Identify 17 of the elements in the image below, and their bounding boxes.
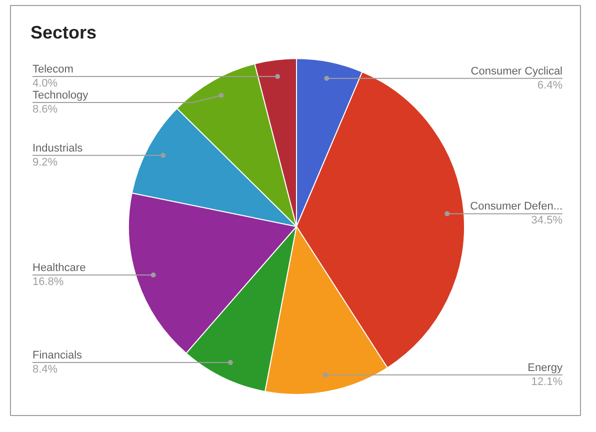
- data-label: 16.8%: [32, 276, 64, 288]
- data-label: 8.4%: [32, 363, 58, 376]
- data-label: 8.6%: [32, 103, 58, 116]
- data-label: 6.4%: [537, 79, 563, 92]
- data-label: 9.2%: [32, 156, 58, 168]
- data-label: 34.5%: [531, 214, 563, 227]
- chart-title: Sectors: [30, 22, 97, 42]
- slice-label: Industrials: [32, 142, 84, 154]
- slice-label: Financials: [32, 349, 83, 362]
- slice-label: Consumer Defen...: [470, 200, 563, 213]
- slice-label: Technology: [32, 89, 89, 102]
- data-label: 12.1%: [531, 376, 563, 388]
- data-label: 4.0%: [32, 77, 58, 90]
- slice-label: Telecom: [32, 63, 74, 76]
- slice-label: Healthcare: [32, 262, 86, 274]
- slice-label: Energy: [528, 362, 563, 374]
- slice-label: Consumer Cyclical: [470, 65, 563, 78]
